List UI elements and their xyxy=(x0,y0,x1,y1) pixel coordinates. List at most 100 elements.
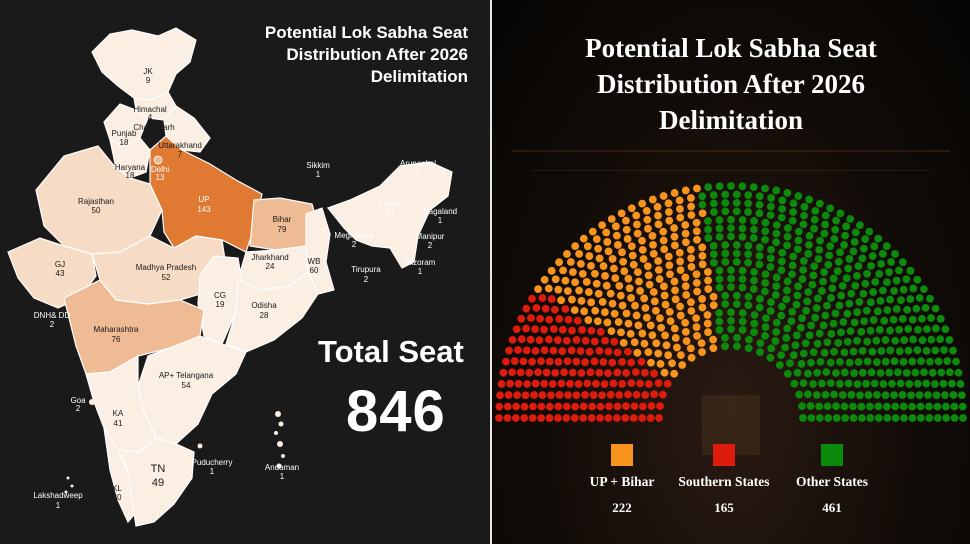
region-lakshadweep-island xyxy=(70,484,74,488)
seat-southern-states xyxy=(502,357,510,366)
seat-other-states xyxy=(915,294,924,302)
seat-other-states xyxy=(917,357,925,366)
seat-southern-states xyxy=(554,358,563,366)
seat-other-states xyxy=(912,304,921,313)
seat-up-bihar xyxy=(648,195,657,204)
seat-other-states xyxy=(945,368,954,377)
seat-southern-states xyxy=(637,357,646,366)
seat-southern-states xyxy=(503,402,512,411)
seat-up-bihar xyxy=(698,303,707,312)
seat-other-states xyxy=(750,328,758,337)
seat-other-states xyxy=(847,390,856,399)
seat-other-states xyxy=(933,414,942,422)
seat-southern-states xyxy=(613,368,622,377)
seat-other-states xyxy=(767,245,776,254)
seat-other-states xyxy=(744,199,753,208)
seat-other-states xyxy=(838,391,847,399)
seat-up-bihar xyxy=(598,221,607,230)
seat-other-states xyxy=(826,379,835,387)
seat-other-states xyxy=(866,298,875,307)
seat-other-states xyxy=(815,245,824,254)
seat-southern-states xyxy=(646,414,655,422)
seat-other-states xyxy=(853,380,862,389)
seat-other-states xyxy=(896,296,905,305)
seat-other-states xyxy=(925,402,933,411)
map-label-name-18: GJ xyxy=(55,260,65,269)
seat-up-bihar xyxy=(654,266,663,274)
seat-other-states xyxy=(909,284,918,293)
seat-other-states xyxy=(772,327,781,336)
map-label-name-19: Madhya Pradesh xyxy=(136,263,196,272)
seat-other-states xyxy=(894,368,902,377)
seat-other-states xyxy=(704,183,713,192)
map-label-name-7: Rajasthan xyxy=(78,197,114,206)
seat-other-states xyxy=(803,390,812,399)
seat-up-bihar xyxy=(654,257,663,265)
legend-label-southern: Southern States xyxy=(678,474,770,489)
seat-other-states xyxy=(867,262,875,270)
seat-other-states xyxy=(755,200,764,209)
seat-other-states xyxy=(898,391,907,399)
seat-up-bihar xyxy=(612,222,620,231)
seat-other-states xyxy=(816,236,824,245)
seat-other-states xyxy=(895,325,904,334)
seat-other-states xyxy=(715,216,724,224)
seat-southern-states xyxy=(641,391,650,399)
seat-southern-states xyxy=(547,295,556,303)
seat-other-states xyxy=(908,414,917,422)
seat-other-states xyxy=(793,245,802,254)
seat-other-states xyxy=(744,301,753,310)
seat-other-states xyxy=(886,346,895,355)
seat-up-bihar xyxy=(591,306,600,315)
seat-up-bihar xyxy=(671,334,680,342)
map-title-line-3: Delimitation xyxy=(370,67,468,86)
seat-southern-states xyxy=(574,380,583,388)
seat-other-states xyxy=(824,414,833,422)
map-label-name-2: Chandigarh xyxy=(133,123,174,132)
seat-other-states xyxy=(821,211,830,220)
seat-southern-states xyxy=(522,304,531,313)
map-label-value-5: 18 xyxy=(126,171,135,180)
seat-other-states xyxy=(814,255,823,263)
seat-southern-states xyxy=(592,379,600,388)
seat-other-states xyxy=(886,326,894,335)
seat-up-bihar xyxy=(648,331,657,340)
seat-up-bihar xyxy=(638,236,646,245)
hall-decor-2 xyxy=(532,170,930,171)
seat-other-states xyxy=(809,271,818,280)
seat-up-bihar xyxy=(676,266,685,275)
seat-other-states xyxy=(881,357,890,366)
region-up xyxy=(149,135,263,253)
seat-southern-states xyxy=(566,379,574,388)
map-label-name-4: Uttarakhand xyxy=(158,141,202,150)
seat-up-bihar xyxy=(582,278,591,286)
seat-other-states xyxy=(772,238,781,247)
seat-other-states xyxy=(789,208,798,216)
seat-other-states xyxy=(783,232,792,241)
seat-other-states xyxy=(826,358,835,367)
seat-other-states xyxy=(761,270,770,279)
seat-other-states xyxy=(721,342,729,351)
seat-other-states xyxy=(883,414,892,422)
seat-up-bihar xyxy=(611,274,620,283)
seat-other-states xyxy=(858,414,866,422)
seat-other-states xyxy=(836,209,845,218)
seat-other-states xyxy=(794,227,803,236)
seat-other-states xyxy=(772,229,781,238)
seat-other-states xyxy=(845,358,854,367)
seat-other-states xyxy=(819,321,828,330)
seat-up-bihar xyxy=(692,323,701,331)
seat-other-states xyxy=(851,228,860,237)
seat-up-bihar xyxy=(681,273,690,282)
legend-label-other: Other States xyxy=(795,474,869,489)
seat-other-states xyxy=(799,266,808,274)
seat-other-states xyxy=(750,268,759,276)
seat-up-bihar xyxy=(593,317,602,326)
seat-other-states xyxy=(830,347,838,356)
seat-other-states xyxy=(789,199,798,208)
seat-other-states xyxy=(792,331,801,340)
region-lakshadweep-island xyxy=(64,490,68,494)
seat-up-bihar xyxy=(624,319,633,328)
seat-other-states xyxy=(772,282,781,291)
seat-other-states xyxy=(721,199,730,207)
